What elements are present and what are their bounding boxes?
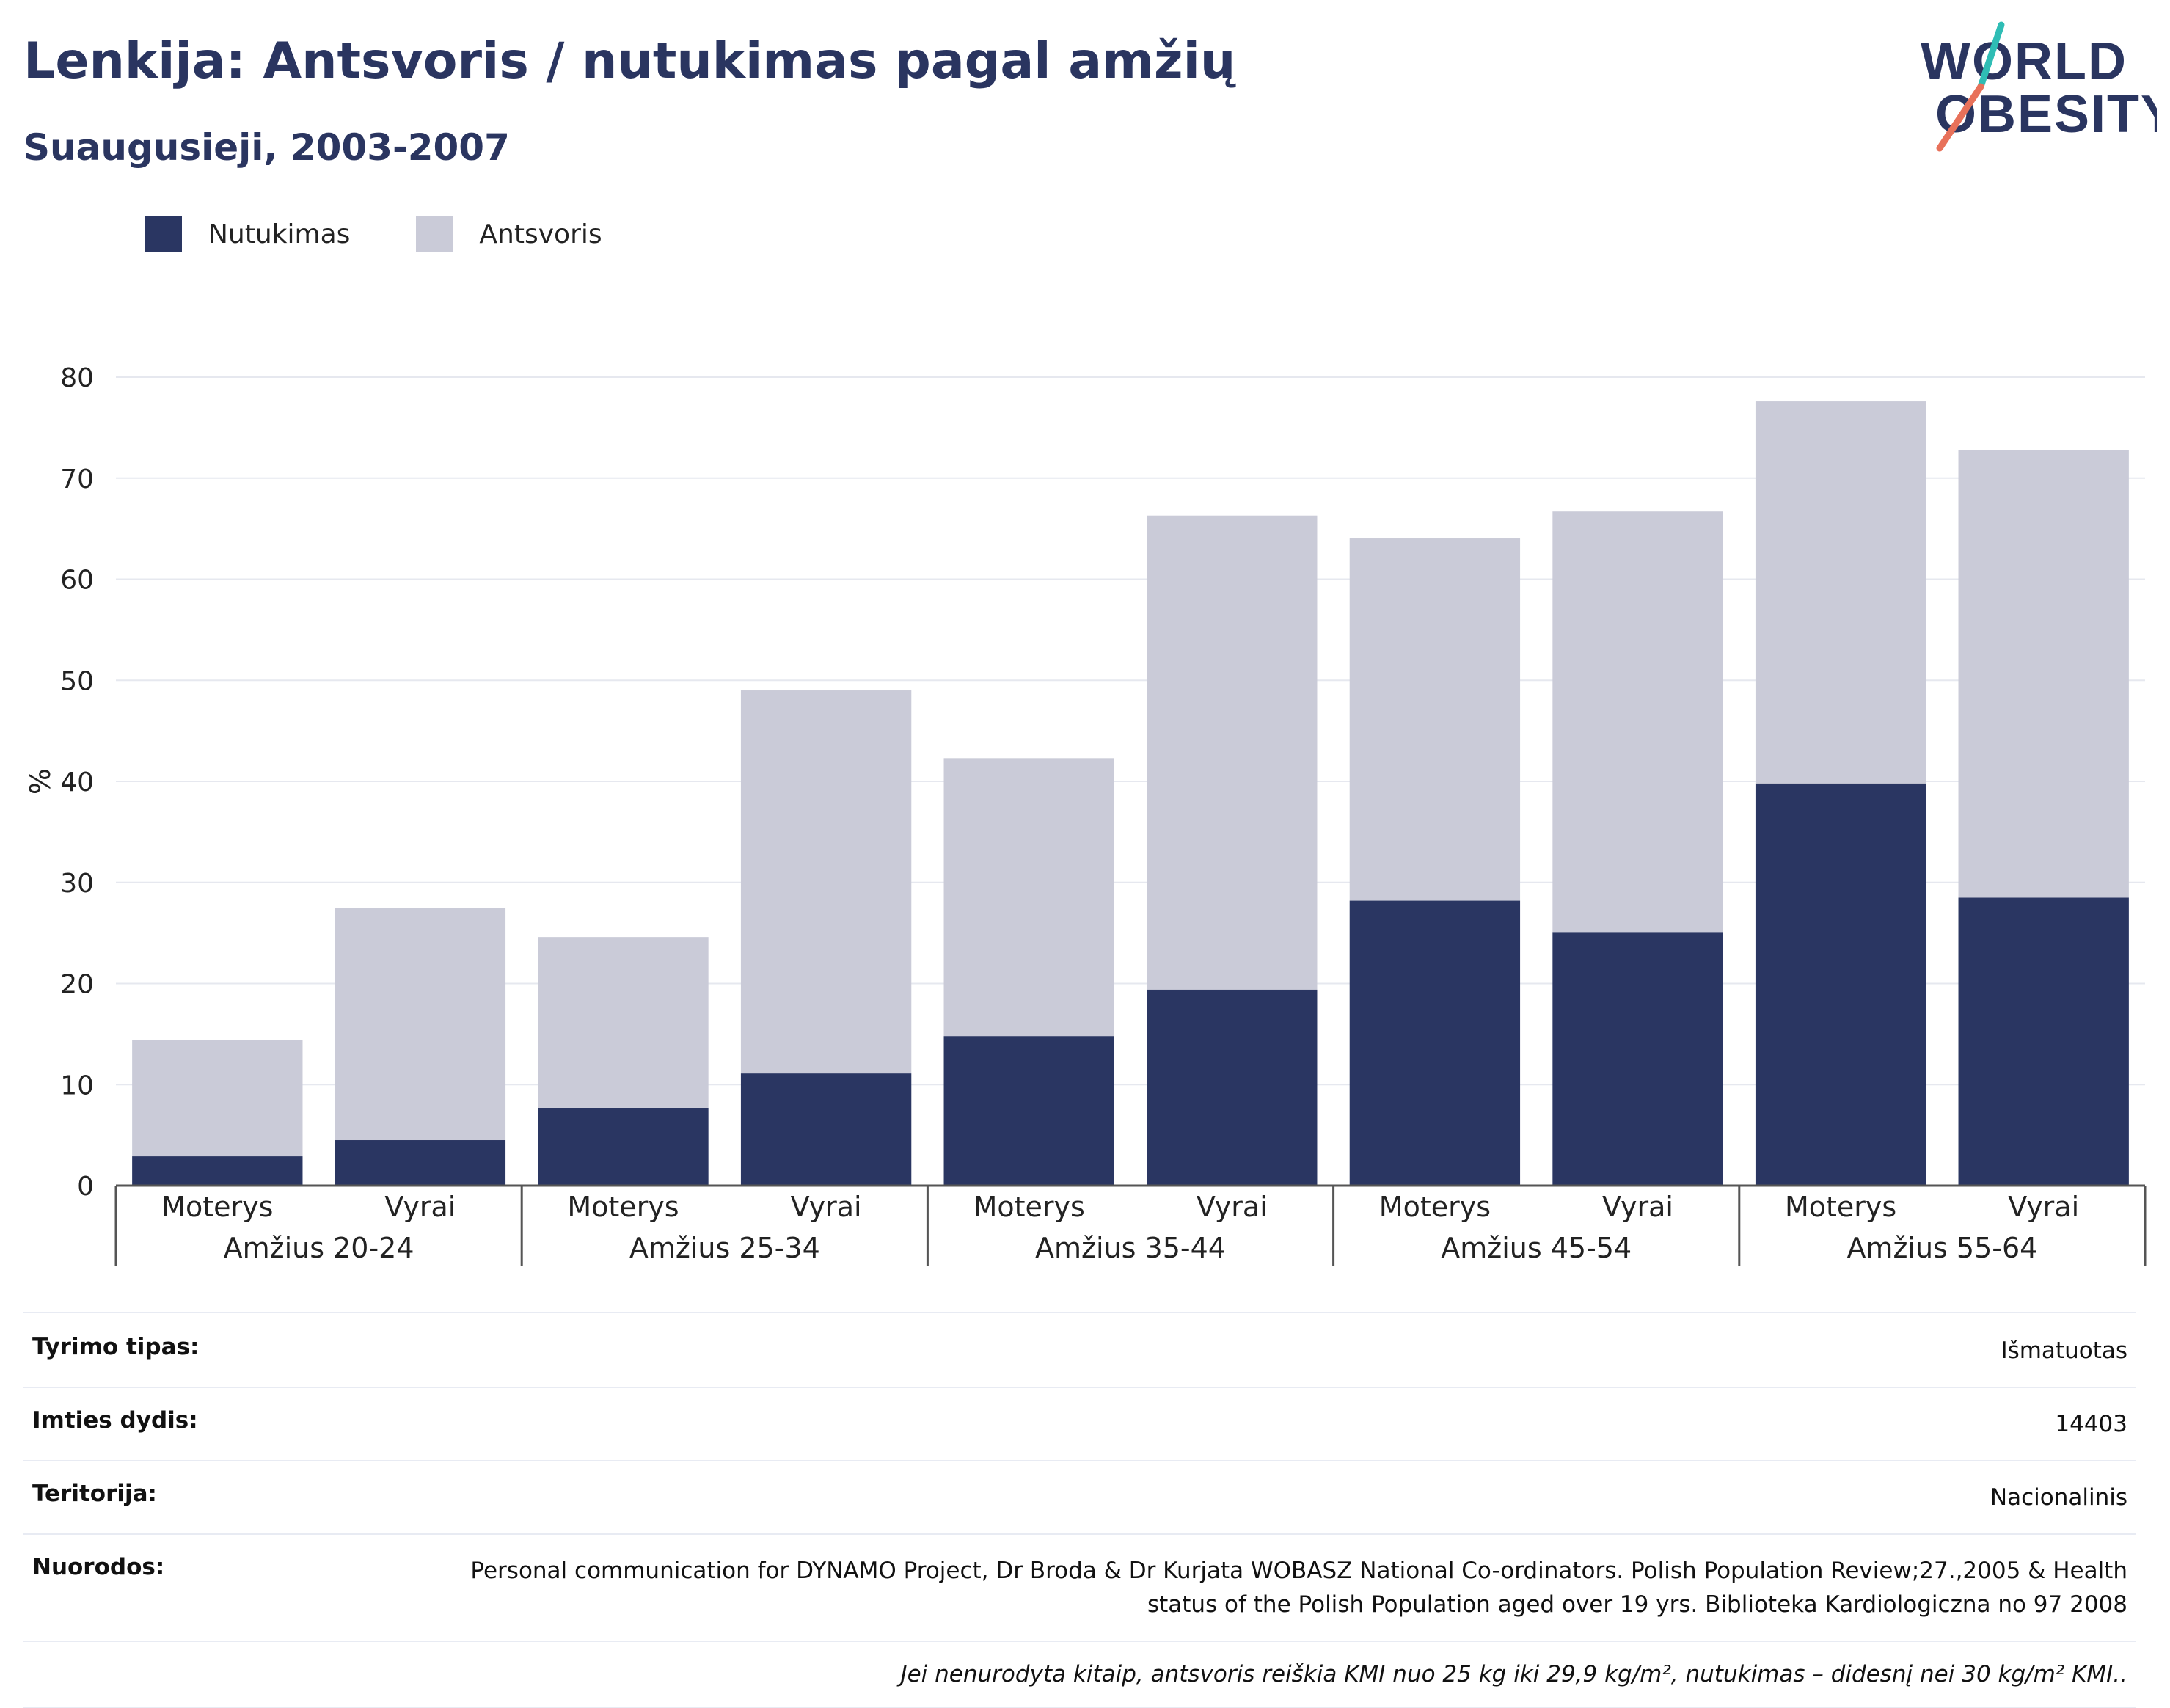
y-tick-label: 20 [60,970,94,1000]
y-tick-label: 80 [60,363,94,393]
x-tick-label: Vyrai [1197,1191,1268,1223]
legend-label-overweight: Antsvoris [479,219,602,249]
y-tick-label: 10 [60,1070,94,1101]
bar-overweight [132,1040,303,1157]
y-tick-label: 50 [60,666,94,696]
bar-obesity [1147,989,1318,1186]
bar-obesity [943,1036,1114,1186]
bar-obesity [1755,783,1926,1186]
bar-overweight [538,937,709,1108]
chart-title: Lenkija: Antsvoris / nutukimas pagal amž… [23,32,1236,90]
group-label: Amžius 20-24 [224,1232,414,1264]
y-tick-label: 60 [60,566,94,596]
x-tick-label: Moterys [567,1191,679,1223]
meta-row-study-type: Tyrimo tipas: Išmatuotas [23,1312,2136,1387]
x-tick-label: Moterys [973,1191,1085,1223]
meta-label-sample-size: Imties dydis: [32,1407,198,1434]
x-tick-label: Vyrai [384,1191,456,1223]
bar-obesity [1349,900,1521,1186]
legend-item-overweight: Antsvoris [416,216,602,252]
x-tick-label: Moterys [161,1191,273,1223]
meta-value-territory: Nacionalinis [1990,1484,2127,1511]
group-label: Amžius 45-54 [1441,1232,1632,1264]
bar-overweight [1349,538,1521,901]
bar-obesity [740,1073,912,1186]
meta-label-study-type: Tyrimo tipas: [32,1334,200,1360]
y-tick-label: 0 [77,1172,94,1202]
bar-overweight [335,908,506,1141]
meta-row-references: Nuorodos: Personal communication for DYN… [23,1533,2136,1641]
stacked-bar-chart: 0 10 20 30 40 50 60 70 80% Moterys Vyrai Moterys Vyr… [24,363,2147,1266]
meta-row-territory: Teritorija: Nacionalinis [23,1460,2136,1533]
bar-obesity [1958,897,2129,1186]
logo-slash-coral [1936,83,1984,152]
logo-slash-teal [1977,21,2005,90]
chart-legend: Nutukimas Antsvoris [145,216,668,252]
bar-overweight [740,690,912,1074]
x-tick-label: Vyrai [1602,1191,1673,1223]
meta-value-references: Personal communication for DYNAMO Projec… [470,1558,2127,1618]
bar-obesity [538,1107,709,1186]
legend-swatch-obesity [145,216,182,252]
legend-item-obesity: Nutukimas [145,216,350,252]
meta-value-study-type: Išmatuotas [2001,1337,2127,1364]
x-tick-label: Vyrai [2008,1191,2079,1223]
meta-label-references: Nuorodos: [32,1554,165,1580]
bar-overweight [1958,450,2129,898]
bar-obesity [1552,932,1723,1186]
meta-row-sample-size: Imties dydis: 14403 [23,1387,2136,1460]
meta-value-sample-size: 14403 [2055,1411,2127,1437]
y-tick-label: 30 [60,869,94,899]
group-label: Amžius 55-64 [1846,1232,2037,1264]
meta-label-territory: Teritorija: [32,1481,157,1507]
bar-overweight [1755,401,1926,784]
chart-subtitle: Suaugusieji, 2003-2007 [23,126,510,169]
x-tick-label: Moterys [1379,1191,1491,1223]
legend-label-obesity: Nutukimas [208,219,351,249]
definition-note: Jei nenurodyta kitaip, antsvoris reiškia… [23,1641,2136,1708]
bar-obesity [132,1156,303,1186]
bar-overweight [1147,515,1318,990]
study-details: Tyrimo tipas: Išmatuotas Imties dydis: 1… [23,1312,2136,1708]
bar-overweight [943,758,1114,1037]
bar-obesity [335,1140,506,1186]
y-tick-label: 40 [60,767,94,798]
y-axis-label: % [24,768,56,795]
group-label: Amžius 35-44 [1035,1232,1226,1264]
group-label: Amžius 25-34 [629,1232,820,1264]
bar-overweight [1552,511,1723,933]
x-tick-label: Moterys [1785,1191,1896,1223]
x-tick-label: Vyrai [791,1191,862,1223]
legend-swatch-overweight [416,216,453,252]
world-obesity-logo: WORLD OBESITY [1921,21,2157,152]
logo-word-world: WORLD [1921,32,2127,91]
y-tick-label: 70 [60,464,94,494]
